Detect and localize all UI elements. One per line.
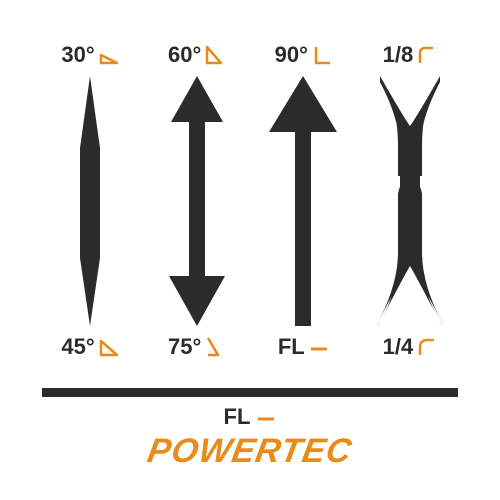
flat-icon [256, 407, 276, 427]
bottom-label-1: 45° [61, 334, 118, 360]
bottom-label-2: 75° [168, 334, 225, 360]
top-label-4: 1/8 [383, 42, 438, 68]
top-label-2: 60° [168, 42, 225, 68]
brand-text: POWERTEC [145, 432, 356, 471]
flat-icon [309, 337, 329, 357]
angle75-icon [205, 337, 225, 357]
profile-grid: 30° 45° 60° 75° 90° [42, 42, 458, 360]
profile-shape-3 [267, 76, 339, 326]
label-text: 1/8 [383, 42, 414, 68]
top-label-1: 30° [61, 42, 118, 68]
label-text: 75° [168, 334, 201, 360]
angle90-icon [312, 45, 332, 65]
flat-bar [42, 388, 458, 397]
angle45-icon [99, 337, 119, 357]
angle60-icon [205, 45, 225, 65]
bar-label: FL [0, 404, 500, 430]
label-text: FL [278, 334, 305, 360]
round18-icon [417, 45, 437, 65]
profile-shape-4 [374, 76, 446, 326]
label-text: 90° [275, 42, 308, 68]
bar-label-text: FL [224, 404, 251, 430]
bottom-label-4: 1/4 [383, 334, 438, 360]
label-text: 45° [61, 334, 94, 360]
profile-shape-1 [54, 76, 126, 326]
angle30-icon [99, 45, 119, 65]
brand-logo: POWERTEC [0, 432, 500, 471]
bottom-label-3: FL [278, 334, 329, 360]
column-2: 60° 75° [149, 42, 245, 360]
top-label-3: 90° [275, 42, 332, 68]
column-1: 30° 45° [42, 42, 138, 360]
label-text: 1/4 [383, 334, 414, 360]
column-4: 1/8 1/4 [362, 42, 458, 360]
label-text: 30° [61, 42, 94, 68]
round14-icon [417, 337, 437, 357]
profile-shape-2 [161, 76, 233, 326]
label-text: 60° [168, 42, 201, 68]
column-3: 90° FL [255, 42, 351, 360]
